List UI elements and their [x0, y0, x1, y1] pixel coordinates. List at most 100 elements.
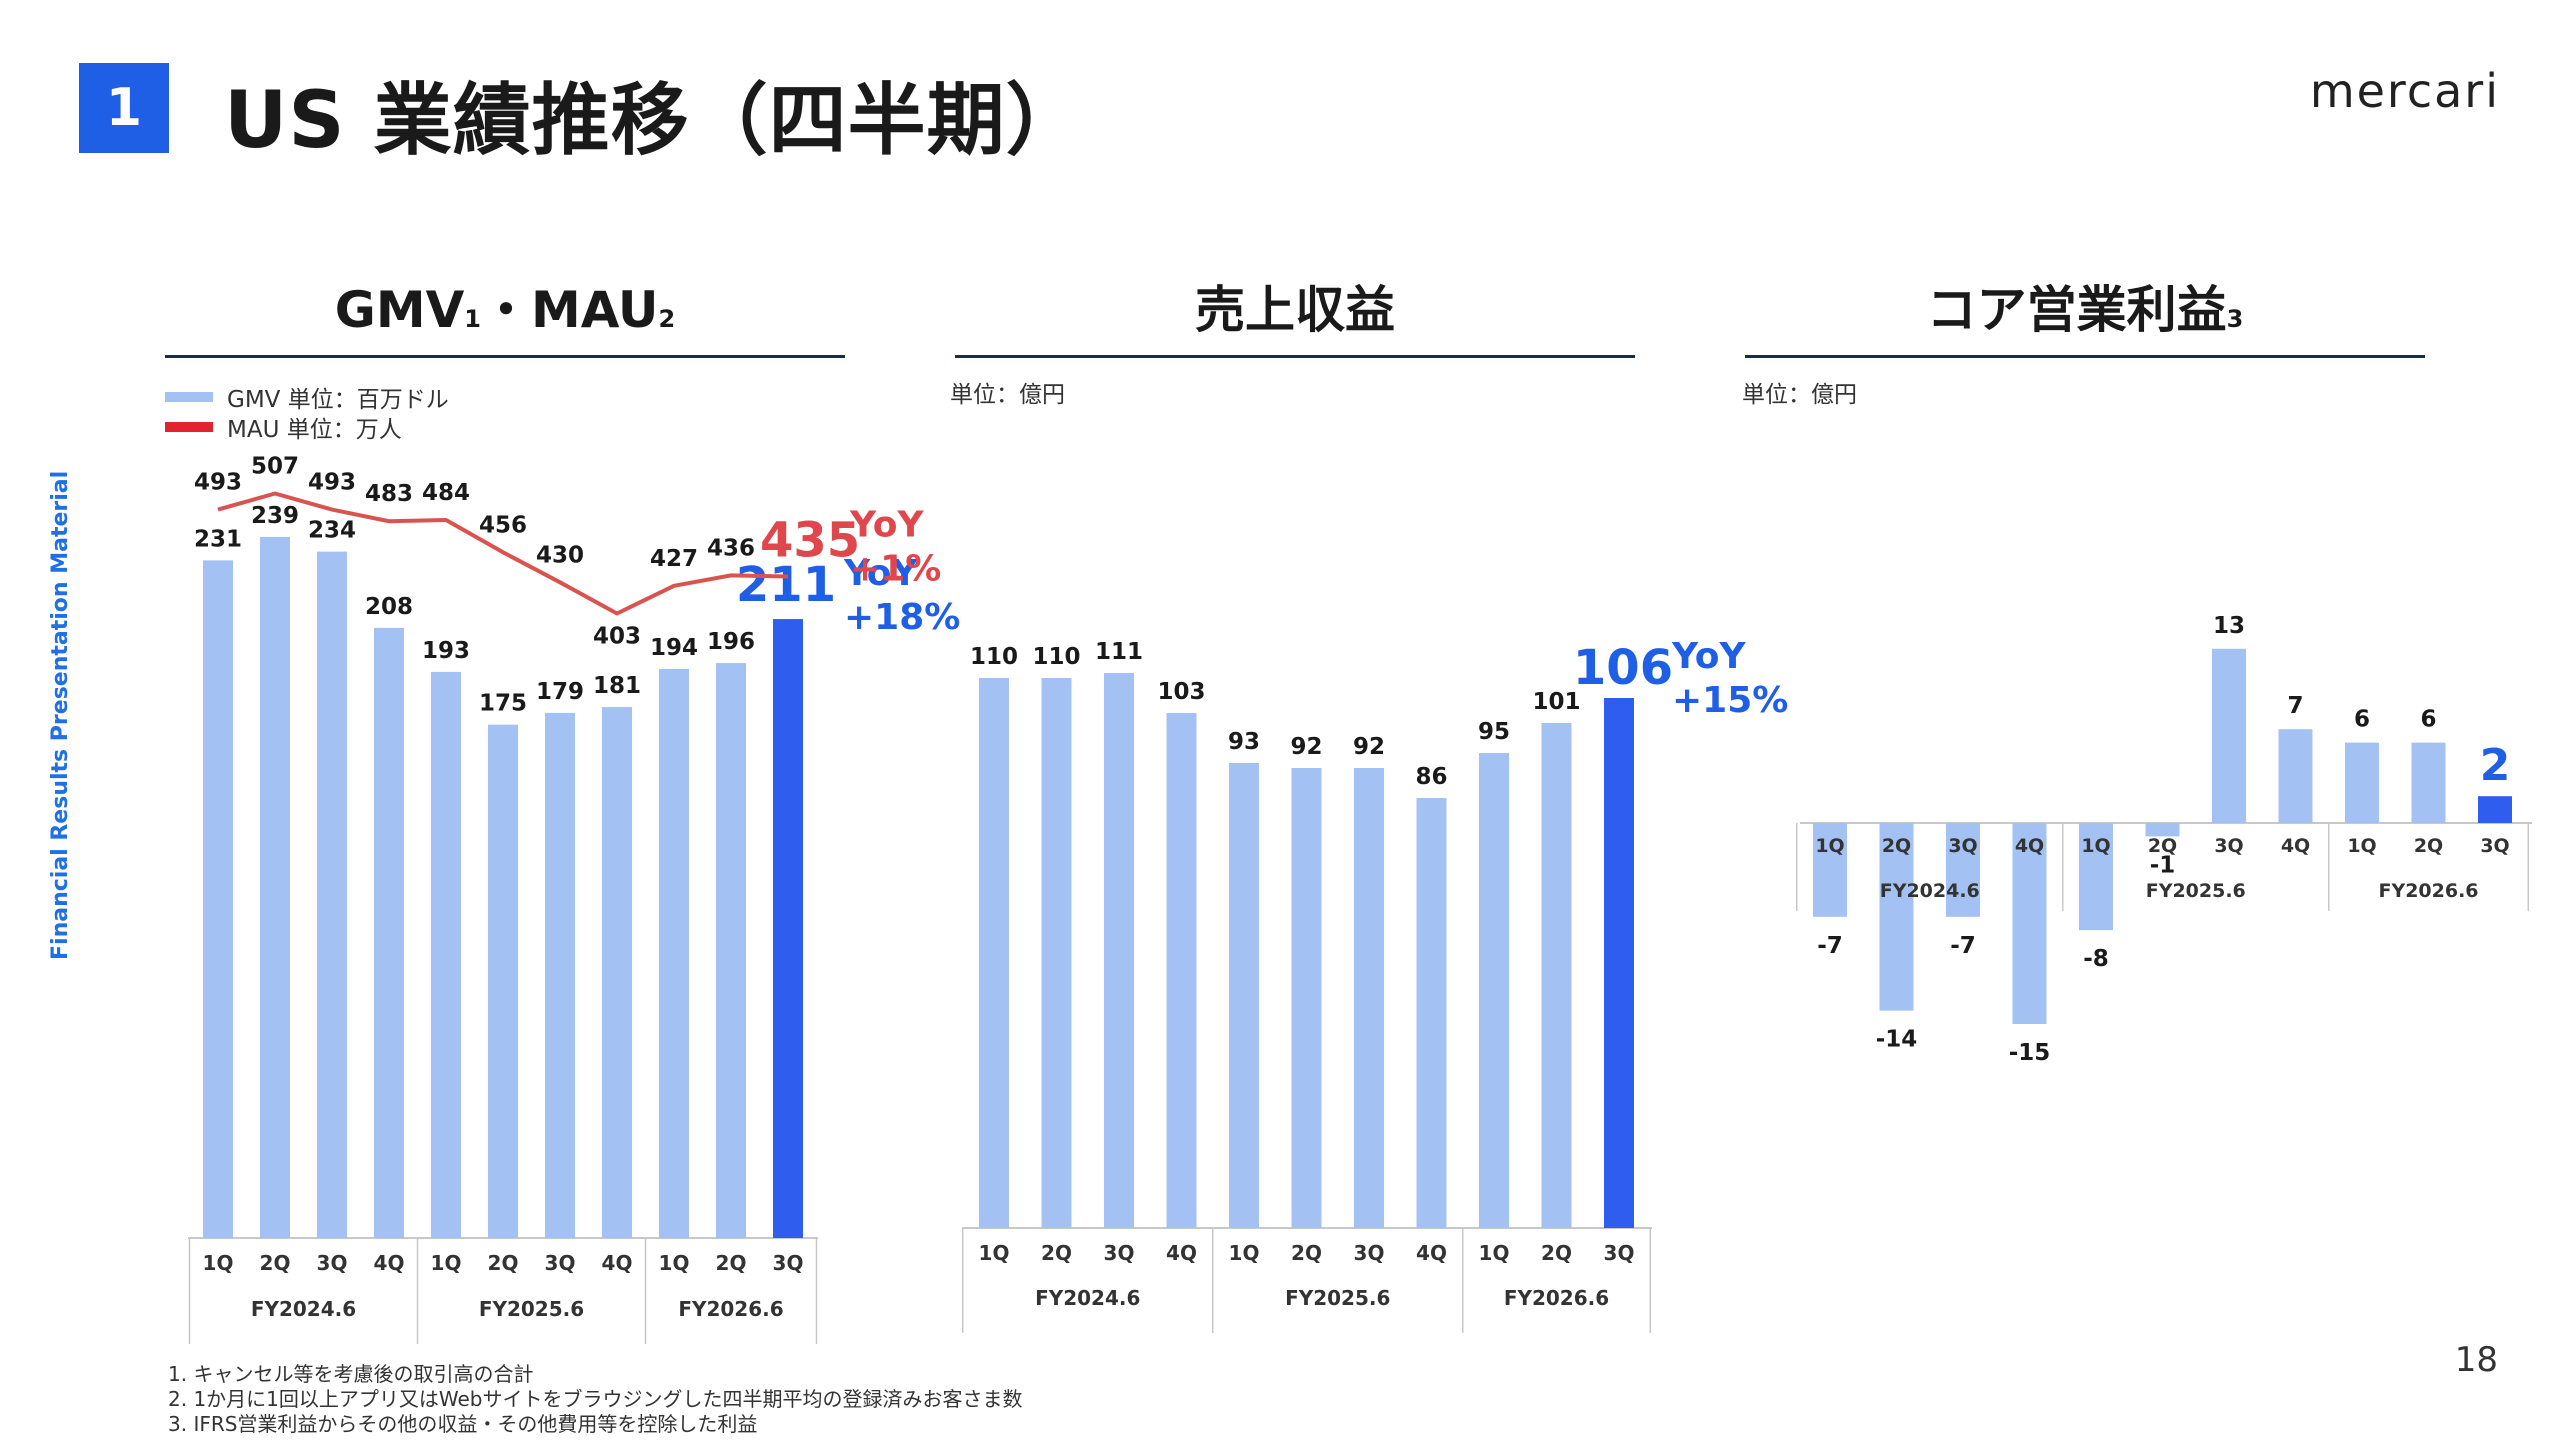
legend-gmv-label: GMV 単位：百万ドル: [227, 387, 449, 413]
mau-line: [217, 491, 789, 616]
revenue-data-label-1: 110: [1032, 644, 1080, 670]
core-data-label-0: -7: [1817, 933, 1843, 959]
gmv-mau-panel-title: GMV1・MAU2: [165, 270, 845, 342]
mau-data-label-1: 507: [251, 453, 299, 479]
mau-footnote-mark: 2: [658, 305, 676, 333]
gmv-data-label-6: 179: [536, 679, 584, 705]
gmv-data-label-9: 196: [707, 629, 755, 655]
core-x-tick-label-5: 2Q: [2148, 835, 2177, 857]
legend-mau-label: MAU 単位：万人: [227, 417, 402, 443]
mau-title-text: MAU: [530, 281, 659, 339]
core-bar-10: [2478, 796, 2512, 823]
core-data-label-4: -8: [2083, 946, 2109, 972]
gmv-x-tick-label-3: 4Q: [374, 1251, 405, 1275]
revenue-bar-6: [1354, 768, 1384, 1228]
page-number: 18: [2454, 1340, 2498, 1380]
gmv-bar-4: [431, 671, 461, 1238]
footnote-1: 1. キャンセル等を考慮後の取引高の合計: [168, 1362, 534, 1386]
core-bar-2: [1946, 823, 1980, 917]
gmv-bar-7: [602, 707, 632, 1238]
gmv-bar-8: [659, 668, 689, 1238]
revenue-data-label-3: 103: [1157, 679, 1205, 705]
revenue-data-label-8: 95: [1478, 719, 1510, 745]
revenue-bar-2: [1104, 673, 1134, 1228]
core-data-label-1: -14: [1876, 1027, 1918, 1053]
core-data-label-6: 13: [2213, 613, 2245, 639]
core-bar-9: [2411, 742, 2446, 823]
revenue-callout-change: +15%: [1672, 680, 1788, 721]
gmv-x-tick-label-9: 2Q: [716, 1251, 747, 1275]
mau-data-label-2: 493: [308, 470, 356, 496]
core-data-label-10: 2: [2480, 740, 2511, 791]
revenue-x-tick-label-8: 1Q: [1479, 1241, 1510, 1265]
gmv-bar-5: [488, 724, 518, 1238]
core-x-tick-label-3: 4Q: [2015, 835, 2044, 857]
core-bar-0: [1813, 823, 1847, 917]
mau-data-label-9: 436: [707, 535, 755, 561]
core-data-label-2: -7: [1950, 933, 1976, 959]
core-data-label-8: 6: [2354, 707, 2370, 733]
core-data-label-5: -1: [2150, 852, 2176, 878]
revenue-callout-value: 106: [1573, 640, 1673, 696]
legend-mau: MAU 単位：万人: [165, 410, 402, 444]
footnote-2: 2. 1か月に1回以上アプリ又はWebサイトをブラウジングした四半期平均の登録済…: [168, 1387, 1023, 1411]
core-profit-footnote-mark: 3: [2226, 305, 2244, 333]
gmv-panel-rule: [165, 355, 845, 358]
revenue-bar-5: [1291, 768, 1322, 1228]
gmv-bar-10: [773, 619, 803, 1238]
mau-callout-yoy: YoY: [849, 505, 924, 546]
section-number-badge: 1: [79, 63, 169, 153]
mau-data-label-6: 430: [536, 542, 584, 568]
mau-data-label-0: 493: [194, 470, 242, 496]
core-bar-4: [2079, 823, 2113, 931]
core-x-tick-label-0: 1Q: [1815, 835, 1844, 857]
mau-callout-change: +1%: [850, 549, 941, 590]
legend-gmv-swatch: [165, 392, 213, 402]
gmv-bar-2: [317, 551, 347, 1238]
legend-mau-swatch: [165, 422, 213, 432]
core-x-tick-label-7: 4Q: [2281, 835, 2310, 857]
revenue-bar-1: [1041, 678, 1072, 1228]
revenue-callout-yoy: YoY: [1671, 636, 1746, 677]
gmv-x-tick-label-1: 2Q: [260, 1251, 291, 1275]
mercari-logo: mercari: [2309, 64, 2500, 118]
gmv-footnote-mark: 1: [464, 305, 481, 333]
mau-callout-value: 435: [760, 513, 860, 569]
revenue-x-tick-label-3: 4Q: [1166, 1241, 1197, 1265]
revenue-group-label-0: FY2024.6: [1035, 1286, 1140, 1310]
revenue-panel-rule: [955, 355, 1635, 358]
gmv-title-text: GMV: [334, 281, 465, 339]
core-x-tick-label-9: 2Q: [2414, 835, 2443, 857]
mau-data-label-5: 456: [479, 512, 527, 538]
revenue-x-tick-label-7: 4Q: [1416, 1241, 1447, 1265]
gmv-bar-6: [545, 712, 575, 1238]
core-data-label-7: 7: [2287, 693, 2303, 719]
revenue-bar-10: [1604, 698, 1634, 1228]
gmv-x-tick-label-10: 3Q: [773, 1251, 804, 1275]
revenue-bar-9: [1541, 723, 1572, 1228]
revenue-x-tick-label-4: 1Q: [1229, 1241, 1260, 1265]
core-group-label-2: FY2026.6: [2378, 880, 2478, 902]
page-title: US 業績推移（四半期）: [224, 76, 1085, 166]
gmv-bar-0: [203, 560, 233, 1238]
mau-data-label-3: 483: [365, 481, 413, 507]
revenue-x-tick-label-2: 3Q: [1104, 1241, 1135, 1265]
core-x-tick-label-6: 3Q: [2214, 835, 2243, 857]
gmv-data-label-7: 181: [593, 673, 641, 699]
revenue-group-label-2: FY2026.6: [1504, 1286, 1609, 1310]
core-bar-7: [2278, 729, 2313, 823]
revenue-group-label-1: FY2025.6: [1285, 1286, 1390, 1310]
revenue-x-tick-label-1: 2Q: [1041, 1241, 1072, 1265]
revenue-x-tick-label-5: 2Q: [1291, 1241, 1322, 1265]
gmv-bar-1: [260, 536, 290, 1238]
gmv-bar-9: [716, 663, 746, 1238]
revenue-data-label-4: 93: [1228, 729, 1260, 755]
gmv-x-tick-label-5: 2Q: [488, 1251, 519, 1275]
core-data-label-3: -15: [2009, 1040, 2051, 1066]
gmv-callout-yoy: YoY: [843, 553, 918, 594]
revenue-x-tick-label-6: 3Q: [1354, 1241, 1385, 1265]
core-x-tick-label-8: 1Q: [2347, 835, 2376, 857]
mau-data-label-7: 403: [593, 623, 641, 649]
revenue-data-label-0: 110: [970, 644, 1018, 670]
core-group-label-1: FY2025.6: [2146, 880, 2246, 902]
